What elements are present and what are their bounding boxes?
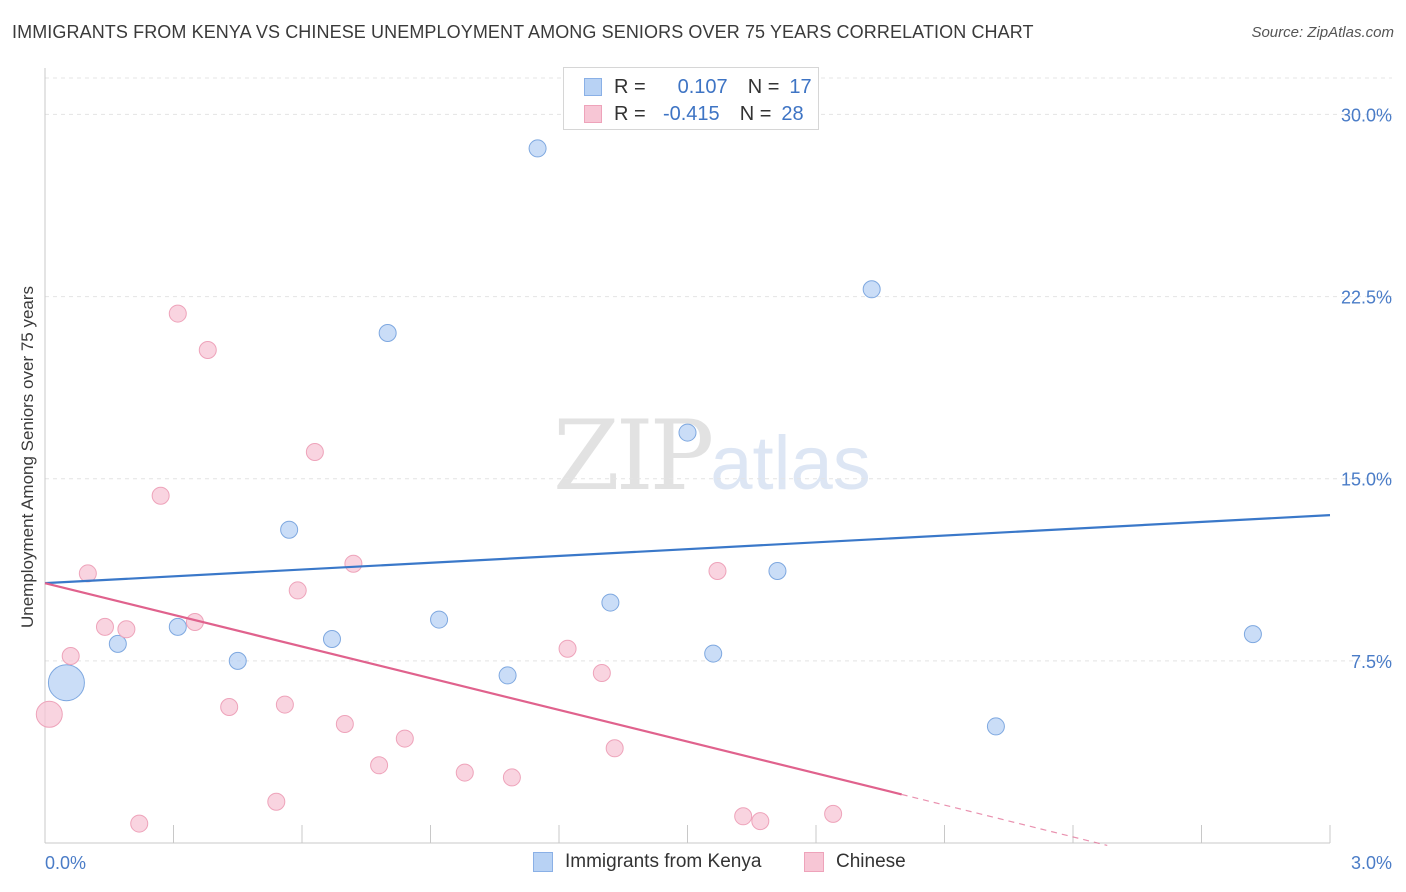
chinese-point	[198, 341, 217, 359]
kenya-point	[768, 562, 787, 580]
chinese-point	[35, 700, 63, 728]
legend-row-chinese: R = -0.415 N = 28	[584, 101, 804, 127]
series-swatch-kenya	[533, 852, 553, 872]
legend-swatch-chinese	[584, 105, 602, 123]
chinese-point	[117, 620, 136, 639]
chinese-point	[168, 304, 187, 323]
kenya-point	[47, 664, 85, 702]
series-legend: Immigrants from Kenya Chinese	[0, 851, 1406, 879]
kenya-point	[378, 324, 397, 342]
y-tick-label: 22.5%	[1341, 288, 1392, 308]
chinese-point	[305, 443, 324, 461]
chinese-point	[605, 739, 624, 758]
series-label-kenya: Immigrants from Kenya	[565, 851, 762, 872]
y-tick-label: 15.0%	[1341, 470, 1392, 490]
kenya-point	[280, 520, 299, 539]
y-axis-label: Unemployment Among Seniors over 75 years	[18, 286, 37, 628]
kenya-point	[168, 617, 187, 636]
chinese-point	[267, 792, 286, 811]
series-swatch-chinese	[804, 852, 824, 872]
chinese-trend-extension	[901, 793, 1108, 847]
chinese-point	[95, 617, 114, 636]
source-label: Source: ZipAtlas.com	[1251, 24, 1394, 41]
legend-row-kenya: R = 0.107 N = 17	[584, 74, 812, 100]
legend-r-value: 0.107	[677, 75, 728, 98]
kenya-point	[498, 666, 517, 685]
kenya-point	[1243, 625, 1262, 644]
chinese-point	[220, 698, 239, 716]
kenya-point	[108, 634, 127, 653]
kenya-point	[228, 651, 247, 670]
chinese-point	[275, 695, 294, 714]
legend-r-value: -0.415	[662, 102, 720, 125]
kenya-point	[430, 610, 449, 629]
kenya-point	[862, 280, 881, 299]
chinese-trend-line	[44, 582, 902, 796]
series-label-chinese: Chinese	[836, 851, 906, 872]
legend-n-label: N =	[747, 75, 780, 98]
chinese-point	[61, 647, 80, 665]
chinese-point	[455, 763, 474, 782]
chinese-point	[558, 639, 577, 658]
series-legend-kenya[interactable]: Immigrants from Kenya	[533, 851, 761, 873]
x-tick-label: 3.0%	[1351, 853, 1392, 873]
stats-legend: R = 0.107 N = 17 R = -0.415 N = 28	[563, 67, 819, 130]
legend-r-label: R =	[614, 102, 646, 125]
x-tick-label: 0.0%	[45, 853, 86, 873]
kenya-point	[601, 593, 620, 612]
y-tick-label: 30.0%	[1341, 105, 1392, 125]
chart-title: IMMIGRANTS FROM KENYA VS CHINESE UNEMPLO…	[12, 22, 1034, 42]
legend-n-label: N =	[739, 102, 772, 125]
chinese-point	[751, 812, 770, 831]
chinese-point	[335, 715, 354, 733]
watermark: ZIPatlas	[553, 400, 871, 512]
chinese-point	[288, 581, 307, 600]
kenya-point	[986, 717, 1005, 736]
chinese-point	[592, 664, 611, 682]
chinese-point	[130, 814, 149, 833]
kenya-point	[678, 423, 697, 442]
chinese-point	[370, 756, 389, 775]
legend-n-value: 28	[781, 102, 804, 125]
chinese-point	[151, 486, 170, 505]
kenya-point	[704, 644, 723, 663]
chinese-point	[708, 562, 727, 580]
kenya-point	[528, 139, 547, 158]
legend-r-label: R =	[614, 75, 646, 98]
legend-n-value: 17	[789, 75, 812, 98]
watermark-atlas: atlas	[710, 421, 871, 506]
chinese-point	[824, 804, 843, 823]
watermark-zip: ZIP	[553, 400, 714, 512]
chinese-point	[78, 564, 97, 583]
kenya-trend-line	[44, 514, 1331, 585]
legend-swatch-kenya	[584, 78, 602, 96]
chinese-point	[344, 554, 363, 573]
y-tick-label: 7.5%	[1351, 652, 1392, 672]
chinese-point	[395, 729, 414, 748]
chinese-point	[734, 807, 753, 826]
chinese-point	[502, 768, 521, 787]
series-legend-chinese[interactable]: Chinese	[804, 851, 906, 873]
kenya-point	[322, 630, 341, 648]
